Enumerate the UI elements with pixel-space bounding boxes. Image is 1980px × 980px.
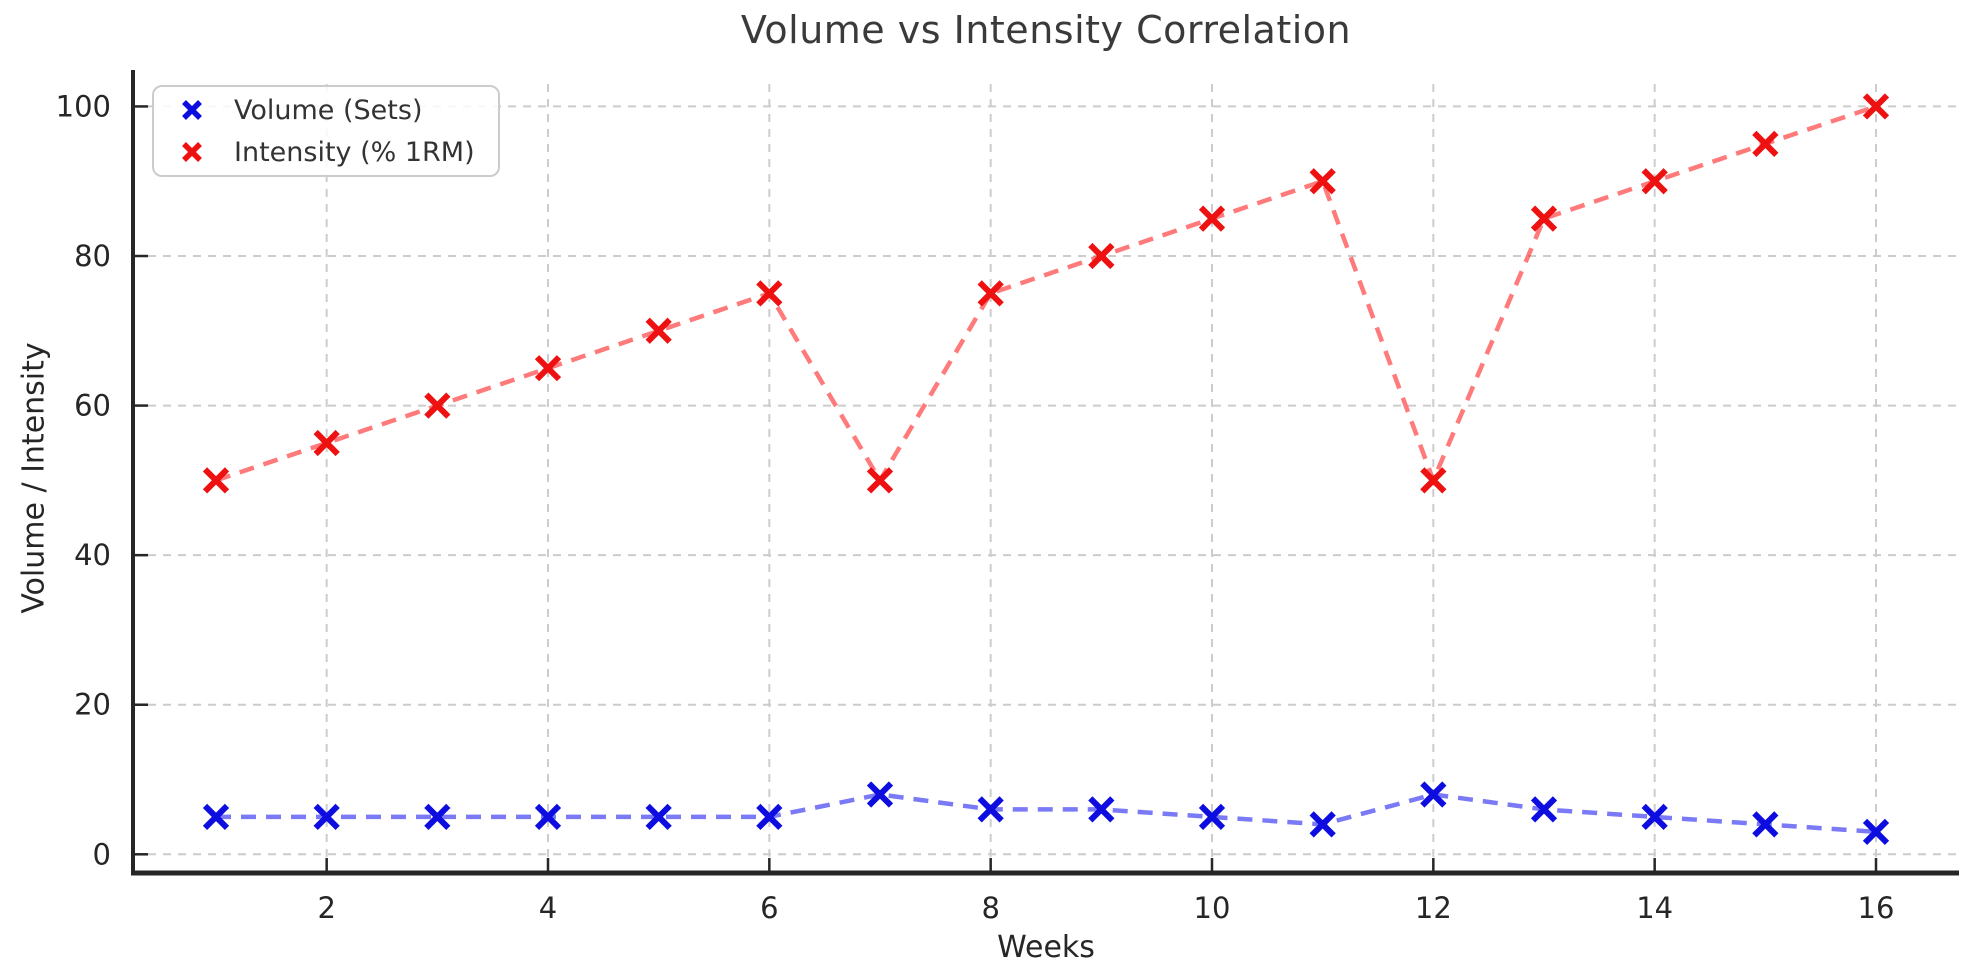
data-point-marker <box>534 355 562 382</box>
series-line <box>215 104 1877 487</box>
x-tick-label: 14 <box>1636 891 1673 925</box>
x-tick-label: 10 <box>1194 891 1231 925</box>
data-point-marker <box>424 803 451 831</box>
y-tick-label: 80 <box>74 239 111 273</box>
data-point-marker <box>1641 168 1668 195</box>
data-point-marker <box>977 796 1004 823</box>
data-point-marker <box>645 317 672 344</box>
data-point-marker <box>977 280 1004 307</box>
data-point-marker <box>645 803 672 831</box>
data-point-marker <box>202 803 230 831</box>
data-point-marker <box>1309 168 1336 195</box>
data-point-marker <box>534 803 562 831</box>
x-tick-label: 2 <box>317 891 335 925</box>
data-point-marker <box>866 467 894 494</box>
series-line <box>216 792 1877 835</box>
x-tick-label: 6 <box>760 891 778 925</box>
x-axis-label: Weeks <box>997 930 1095 965</box>
legend-item-label: Intensity (% 1RM) <box>234 136 475 168</box>
data-point-marker <box>1862 93 1890 120</box>
x-tick-label: 12 <box>1415 891 1452 925</box>
y-tick-label: 60 <box>74 389 111 423</box>
data-point-marker <box>202 467 230 494</box>
data-point-marker <box>1420 467 1447 494</box>
y-tick-label: 100 <box>56 89 111 123</box>
data-point-marker <box>756 280 783 307</box>
data-point-marker <box>1530 796 1558 823</box>
data-point-marker <box>1862 818 1890 845</box>
data-point-marker <box>1088 242 1115 270</box>
legend-item-intensity: Intensity (% 1RM) <box>176 134 498 170</box>
y-tick-label: 20 <box>74 688 111 722</box>
data-point-marker <box>1198 803 1226 831</box>
data-point-marker <box>756 803 783 831</box>
x-tick-label: 8 <box>981 891 999 925</box>
data-point-marker <box>1752 811 1779 838</box>
legend-item-label: Volume (Sets) <box>234 94 423 126</box>
data-point-marker <box>1752 130 1779 157</box>
chart-title: Volume vs Intensity Correlation <box>740 8 1352 52</box>
x-tick-label: 4 <box>539 891 557 925</box>
legend-x-marker-icon <box>176 95 208 125</box>
y-tick-label: 40 <box>74 538 111 572</box>
data-point-marker <box>424 392 451 419</box>
data-point-marker <box>1641 803 1668 831</box>
data-point-marker <box>1088 796 1115 823</box>
data-point-marker <box>866 781 894 808</box>
x-tick-label: 16 <box>1858 891 1895 925</box>
data-point-marker <box>1530 205 1558 232</box>
data-point-marker <box>1420 781 1447 808</box>
data-point-marker <box>313 429 340 457</box>
y-tick-label: 0 <box>93 837 111 871</box>
data-point-marker <box>1198 205 1226 232</box>
legend-item-volume: Volume (Sets) <box>176 92 498 128</box>
legend: Volume (Sets) Intensity (% 1RM) <box>152 85 500 177</box>
legend-x-marker-icon <box>176 137 208 167</box>
data-point-marker <box>1309 811 1336 838</box>
data-point-marker <box>313 803 340 831</box>
